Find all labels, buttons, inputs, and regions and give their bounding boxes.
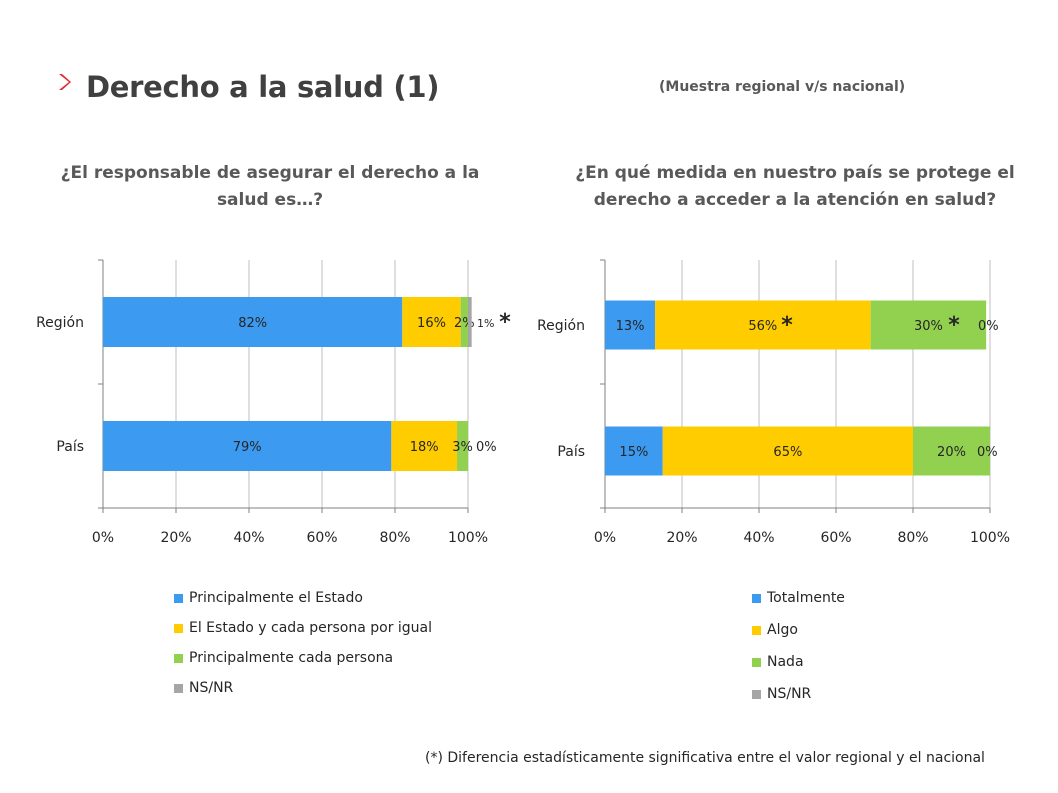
data-label: 82%	[238, 316, 267, 331]
chart-1-title: ¿El responsable de asegurar el derecho a…	[60, 163, 480, 210]
x-tick-label: 100%	[970, 530, 1010, 546]
category-label: País	[56, 439, 84, 455]
x-tick-label: 60%	[820, 530, 851, 546]
page-title: Derecho a la salud (1)	[86, 70, 440, 104]
bar-segment	[402, 297, 461, 347]
category-label: Región	[36, 315, 84, 331]
x-tick-label: 80%	[897, 530, 928, 546]
chart-1-legend: Principalmente el Estado El Estado y cada…	[174, 590, 494, 710]
bar-segment	[605, 426, 663, 476]
chart-2: 0% 20% 40% 60% 80% 100% Región 13% 56% 30% 0% País 1…	[537, 259, 1010, 546]
x-tick-label: 100%	[448, 530, 488, 546]
x-tick-label: 20%	[666, 530, 697, 546]
x-tick-label: 40%	[743, 530, 774, 546]
data-label: 15%	[619, 445, 648, 460]
bar-segment	[457, 421, 468, 471]
legend-item: NS/NR	[174, 680, 233, 696]
legend-item: Algo	[752, 622, 798, 638]
legend-label: El Estado y cada persona por igual	[189, 620, 433, 636]
legend-swatch	[174, 653, 183, 663]
data-label: 13%	[616, 319, 645, 334]
bar-segment	[391, 421, 458, 471]
legend-swatch	[752, 689, 761, 699]
bar-segment	[655, 300, 871, 350]
data-label: 18%	[410, 440, 439, 455]
data-label: 3%	[452, 440, 473, 455]
category-label: Región	[537, 318, 585, 334]
x-tick-label: 0%	[594, 530, 616, 546]
legend-label: Algo	[767, 622, 798, 638]
legend-item: Principalmente cada persona	[174, 650, 393, 666]
legend-item: El Estado y cada persona por igual	[174, 620, 432, 636]
data-label: 0%	[977, 445, 998, 460]
data-label: 20%	[937, 445, 966, 460]
x-tick-label: 40%	[233, 530, 264, 546]
legend-label: Totalmente	[767, 590, 845, 606]
data-label: 0%	[476, 440, 497, 455]
legend-swatch	[752, 593, 761, 603]
data-label: 0%	[978, 319, 999, 334]
legend-label: Principalmente cada persona	[189, 650, 394, 666]
data-label: 79%	[233, 440, 262, 455]
legend-swatch	[752, 625, 761, 635]
significance-mark: *	[948, 313, 960, 338]
bar-segment	[468, 297, 472, 347]
chart-1: 0% 20% 40% 60% 80% 100%Región 82% 16% 2% 1%País 79…	[36, 259, 511, 546]
x-tick-label: 60%	[306, 530, 337, 546]
data-label: 56%	[748, 319, 777, 334]
legend-label: NS/NR	[189, 680, 234, 696]
legend-label: Principalmente el Estado	[189, 590, 363, 606]
bar-segment	[460, 297, 468, 347]
chevron-right-icon	[59, 74, 71, 90]
legend-swatch	[174, 683, 183, 693]
bar-segment	[103, 421, 392, 471]
x-tick-label: 80%	[379, 530, 410, 546]
legend-swatch	[174, 623, 183, 633]
category-label: País	[557, 444, 585, 460]
legend-label: NS/NR	[767, 686, 812, 702]
legend-label: Nada	[767, 654, 804, 670]
significance-mark: *	[781, 313, 793, 338]
bar-segment	[662, 426, 913, 476]
data-label: 65%	[773, 445, 802, 460]
data-label: 1%	[477, 317, 494, 330]
significance-mark: *	[499, 310, 511, 335]
chart-2-title: ¿En qué medida en nuestro país se proteg…	[575, 163, 1015, 210]
legend-item: Nada	[752, 654, 804, 670]
page-subtitle: (Muestra regional v/s nacional)	[659, 79, 906, 95]
x-tick-label: 20%	[160, 530, 191, 546]
x-tick-label: 0%	[92, 530, 114, 546]
bar-segment	[913, 426, 990, 476]
legend-swatch	[174, 593, 183, 603]
legend-item: Principalmente el Estado	[174, 590, 363, 606]
bar-segment	[870, 300, 987, 350]
legend-item: NS/NR	[752, 686, 811, 702]
data-label: 30%	[914, 319, 943, 334]
legend-swatch	[752, 657, 761, 667]
bar-segment	[605, 300, 656, 350]
footnote: (*) Diferencia estadísticamente signific…	[425, 750, 985, 766]
data-label: 16%	[417, 316, 446, 331]
bar-segment	[103, 297, 403, 347]
chart-2-legend: Totalmente Algo Nada NS/NR	[752, 590, 952, 715]
legend-item: Totalmente	[752, 590, 845, 606]
